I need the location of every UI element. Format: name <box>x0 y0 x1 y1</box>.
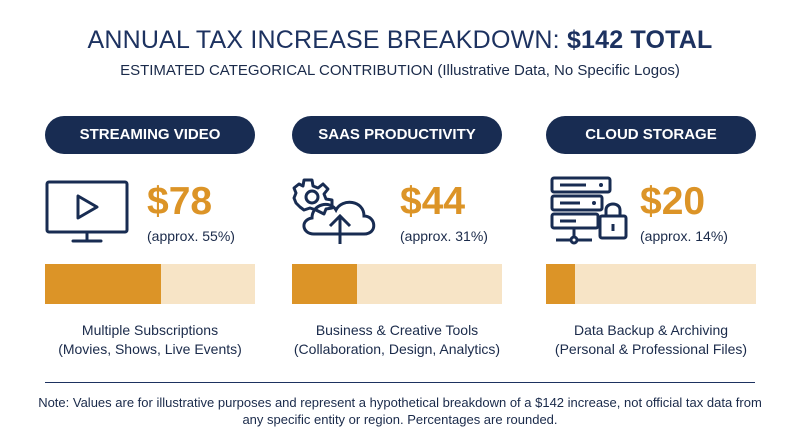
category-description: Multiple Subscriptions (Movies, Shows, L… <box>25 321 275 359</box>
percent-label: (approx. 55%) <box>147 228 235 244</box>
title-total: $142 TOTAL <box>566 26 713 54</box>
category-card-saas: SAAS PRODUCTIVITY $44 (approx. 31%) Busi… <box>292 116 502 357</box>
description-line: (Personal & Professional Files) <box>554 341 748 357</box>
bar-value-label: $20 <box>640 180 706 223</box>
description-line: Data Backup & Archiving <box>573 322 729 338</box>
category-label-pill: SAAS PRODUCTIVITY <box>292 116 502 154</box>
description-line: Business & Creative Tools <box>315 322 479 338</box>
category-description: Data Backup & Archiving (Personal & Prof… <box>526 321 776 359</box>
bar-mark <box>292 264 358 304</box>
page-subtitle: ESTIMATED CATEGORICAL CONTRIBUTION (Illu… <box>120 62 680 79</box>
page-title: ANNUAL TAX INCREASE BREAKDOWN: $142 TOTA… <box>0 26 800 55</box>
bar-track <box>45 264 255 304</box>
bar-mark <box>546 264 576 304</box>
percent-label: (approx. 14%) <box>640 228 728 244</box>
server-lock-icon <box>550 176 628 245</box>
footer-divider <box>45 382 755 383</box>
description-line: (Movies, Shows, Live Events) <box>58 341 242 357</box>
description-line: (Collaboration, Design, Analytics) <box>293 341 501 357</box>
category-card-cloud-storage: CLOUD STORAGE $20 (approx. 14%) Data Bac… <box>546 116 756 357</box>
footer-note: Note: Values are for illustrative purpos… <box>38 395 762 427</box>
monitor-play-icon <box>45 180 129 243</box>
bar-mark <box>45 264 161 304</box>
bar-value-label: $44 <box>400 180 466 223</box>
bar-track <box>546 264 756 304</box>
title-prefix: ANNUAL TAX INCREASE BREAKDOWN: <box>87 26 567 54</box>
bar-value-label: $78 <box>147 180 213 223</box>
category-label-pill: STREAMING VIDEO <box>45 116 255 154</box>
bar-track <box>292 264 502 304</box>
category-card-streaming: STREAMING VIDEO $78 (approx. 55%) Multip… <box>45 116 255 357</box>
gear-cloud-upload-icon <box>292 178 376 244</box>
category-label-pill: CLOUD STORAGE <box>546 116 756 154</box>
percent-label: (approx. 31%) <box>400 228 488 244</box>
category-description: Business & Creative Tools (Collaboration… <box>272 321 522 359</box>
description-line: Multiple Subscriptions <box>81 322 219 338</box>
